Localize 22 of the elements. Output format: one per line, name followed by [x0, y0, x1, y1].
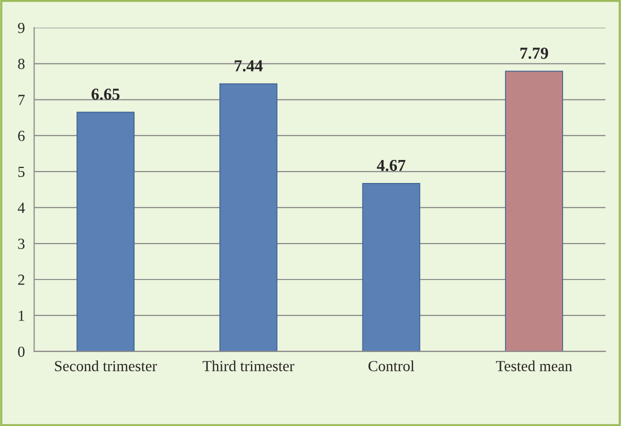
y-tick-label: 2: [18, 274, 24, 285]
x-tick-label: Second trimester: [55, 360, 157, 372]
data-label: 4.67: [376, 160, 406, 172]
y-tick-label: 6: [18, 130, 25, 142]
data-label: 7.79: [520, 48, 548, 59]
y-tick-label: 7: [18, 94, 25, 105]
y-tick-label: 1: [18, 310, 24, 321]
bar: [219, 83, 278, 352]
y-tick-label: 0: [18, 346, 25, 357]
y-tick-label: 4: [18, 202, 25, 213]
data-label: 7.44: [234, 60, 263, 72]
y-tick-label: 5: [18, 166, 25, 178]
y-tick-label: 8: [18, 58, 25, 70]
y-tick-label: 3: [18, 238, 25, 249]
bar: [505, 70, 564, 352]
bar: [76, 112, 135, 352]
x-tick-label: Control: [368, 360, 414, 372]
x-tick-label: Tested mean: [496, 360, 572, 372]
bar: [362, 183, 420, 352]
data-label: 6.65: [92, 88, 120, 100]
y-tick-label: 9: [18, 22, 24, 34]
x-tick-label: Third trimester: [202, 360, 294, 372]
